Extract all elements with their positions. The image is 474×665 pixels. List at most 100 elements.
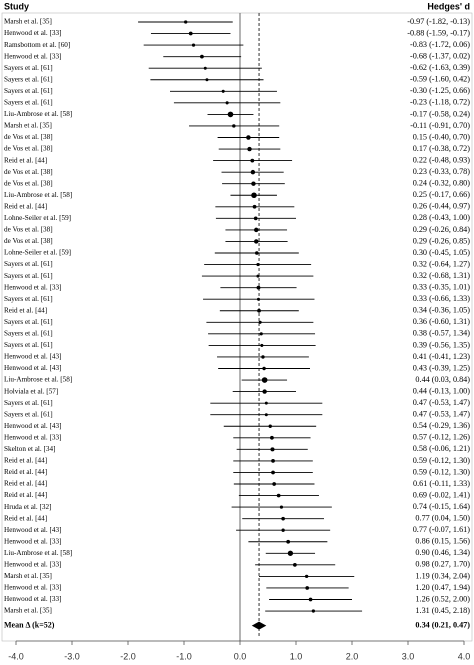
effect-point xyxy=(225,101,229,105)
summary-diamond xyxy=(251,621,267,630)
study-name: de Vos et al. [38] xyxy=(4,237,53,245)
effect-point xyxy=(253,216,258,221)
effect-point xyxy=(293,562,297,567)
effect-label: 0.26 (-0.44, 0.97) xyxy=(413,202,471,211)
effect-point xyxy=(254,227,259,233)
effect-label: 0.69 (-0.02, 1.41) xyxy=(413,490,471,499)
effect-point xyxy=(279,505,284,509)
effect-label: 0.36 (-0.60, 1.31) xyxy=(413,317,471,326)
effect-point xyxy=(264,413,268,417)
study-name: Marsh et al. [35] xyxy=(4,18,52,26)
x-tick-label: 4.0 xyxy=(458,651,471,661)
effect-label: 0.39 (-0.56, 1.35) xyxy=(413,340,471,349)
effect-point xyxy=(256,274,260,278)
study-name: Marsh et al. [35] xyxy=(4,607,52,615)
summary-name: Mean Δ (k=52) xyxy=(4,620,55,629)
study-name: Sayers et al. [61] xyxy=(4,399,53,407)
study-name: de Vos et al. [38] xyxy=(4,226,53,234)
effect-label: 0.74 (-0.15, 1.64) xyxy=(413,502,471,511)
effect-point xyxy=(308,597,313,602)
effect-label: 0.34 (-0.36, 1.05) xyxy=(413,306,471,315)
x-tick-label: -4.0 xyxy=(8,651,24,661)
effect-label: 0.23 (-0.33, 0.78) xyxy=(413,167,471,176)
study-name: Sayers et al. [61] xyxy=(4,64,53,72)
x-tick-label: -1.0 xyxy=(176,651,192,661)
study-name: Sayers et al. [61] xyxy=(4,318,53,326)
effect-point xyxy=(251,192,257,199)
effect-label: -0.30 (-1.25, 0.66) xyxy=(410,86,470,95)
effect-point xyxy=(271,459,275,463)
study-name: Henwood et al. [43] xyxy=(4,526,61,534)
effect-label: -0.62 (-1.63, 0.39) xyxy=(410,63,470,72)
effect-point xyxy=(276,493,281,498)
effect-point xyxy=(203,66,207,70)
study-name: Sayers et al. [61] xyxy=(4,341,53,349)
study-name: Reid et al. [44] xyxy=(4,457,47,465)
effect-point xyxy=(232,124,236,128)
study-name: Henwood et al. [33] xyxy=(4,52,61,60)
plot-frame xyxy=(1,12,473,642)
study-name: Henwood et al. [43] xyxy=(4,364,61,372)
effect-point xyxy=(270,435,274,440)
effect-point xyxy=(311,609,316,613)
effect-point xyxy=(271,470,275,475)
effect-point xyxy=(256,297,260,301)
effect-label: -0.97 (-1.82, -0.13) xyxy=(407,17,470,26)
effect-label: 0.29 (-0.26, 0.84) xyxy=(413,225,471,234)
effect-point xyxy=(261,355,265,359)
study-name: Henwood et al. [33] xyxy=(4,283,61,291)
effect-label: -0.83 (-1.72, 0.06) xyxy=(410,40,470,49)
effect-label: 0.47 (-0.53, 1.47) xyxy=(413,410,471,419)
effect-point xyxy=(246,135,251,140)
effect-label: 0.17 (-0.38, 0.72) xyxy=(413,144,471,153)
study-name: Reid et al. [44] xyxy=(4,306,47,314)
study-name: Sayers et al. [61] xyxy=(4,410,53,418)
effect-label: -0.23 (-1.18, 0.72) xyxy=(410,98,470,107)
study-name: Reid et al. [44] xyxy=(4,468,47,476)
effect-label: 1.26 (0.52, 2.00) xyxy=(415,594,470,603)
effect-label: 0.32 (-0.68, 1.31) xyxy=(413,271,471,280)
effect-label: 0.59 (-0.12, 1.30) xyxy=(413,456,471,465)
effect-point xyxy=(250,158,255,163)
effect-label: 0.32 (-0.64, 1.27) xyxy=(413,259,471,268)
study-name: Skelton et al. [34] xyxy=(4,445,56,453)
study-name: Reid et al. [44] xyxy=(4,514,47,522)
effect-label: 0.61 (-0.11, 1.33) xyxy=(413,479,470,488)
effect-point xyxy=(260,343,264,347)
effect-point xyxy=(262,366,266,371)
study-name: Henwood et al. [33] xyxy=(4,29,61,37)
study-name: Ramsbottom et al. [60] xyxy=(4,41,70,49)
summary-label: 0.34 (0.21, 0.47) xyxy=(415,620,470,629)
effect-label: 0.77 (0.04, 1.50) xyxy=(415,514,470,523)
effect-point xyxy=(254,251,259,255)
effect-label: -0.59 (-1.60, 0.42) xyxy=(410,75,470,84)
x-tick-label: 3.0 xyxy=(402,651,415,661)
effect-label: -0.68 (-1.37, 0.02) xyxy=(410,52,470,61)
effect-label: 0.44 (-0.13, 1.00) xyxy=(413,386,471,395)
study-name: Holviala et al. [57] xyxy=(4,387,58,395)
x-tick-label: -2.0 xyxy=(120,651,136,661)
effect-label: 0.24 (-0.32, 0.80) xyxy=(413,179,471,188)
effect-label: 0.86 (0.15, 1.56) xyxy=(415,537,470,546)
effect-point xyxy=(281,516,285,521)
effect-point xyxy=(227,111,234,118)
effect-label: 0.38 (-0.57, 1.34) xyxy=(413,329,471,338)
effect-point xyxy=(256,263,260,267)
study-name: Henwood et al. [33] xyxy=(4,433,61,441)
study-name: Liu-Ambrose et al. [58] xyxy=(4,376,72,384)
study-name: Sayers et al. [61] xyxy=(4,99,53,107)
effect-label: 0.33 (-0.66, 1.33) xyxy=(413,294,471,303)
effect-point xyxy=(252,204,257,209)
effect-label: 1.19 (0.34, 2.04) xyxy=(415,571,470,580)
study-name: Sayers et al. [61] xyxy=(4,330,53,338)
effect-point xyxy=(264,401,268,405)
effect-label: 0.54 (-0.29, 1.36) xyxy=(413,421,471,430)
effect-point xyxy=(184,20,188,24)
effect-label: -0.11 (-0.91, 0.70) xyxy=(410,121,470,130)
effect-label: 0.98 (0.27, 1.70) xyxy=(415,560,470,569)
x-tick-label: 0.0 xyxy=(234,651,247,661)
effect-point xyxy=(256,285,261,290)
effect-label: 0.90 (0.46, 1.34) xyxy=(415,548,470,557)
study-name: Reid et al. [44] xyxy=(4,491,47,499)
effect-label: 0.29 (-0.26, 0.85) xyxy=(413,236,471,245)
